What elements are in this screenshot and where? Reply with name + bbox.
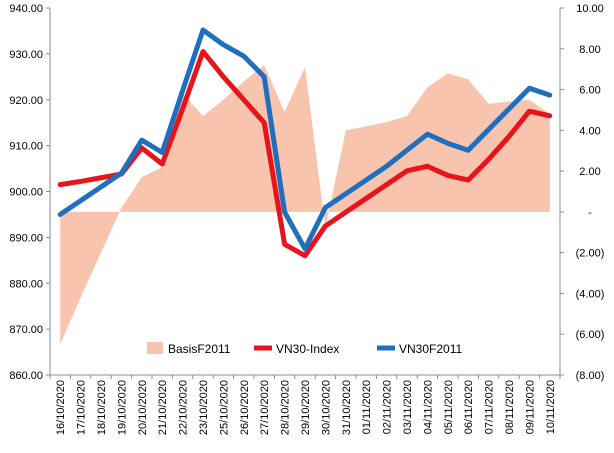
x-axis-tick-label: 17/10/2020 <box>76 380 88 435</box>
left-axis-tick-label: 930.00 <box>9 49 43 61</box>
legend-label-vn30-index: VN30-Index <box>276 342 339 356</box>
left-axis-tick-label: 890.00 <box>9 232 43 244</box>
x-axis-tick-label: 29/10/2020 <box>300 380 312 435</box>
x-axis-tick-label: 07/11/2020 <box>484 380 496 434</box>
left-axis-tick-label: 940.00 <box>9 3 43 15</box>
x-axis-tick-label: 09/11/2020 <box>524 380 536 434</box>
x-axis-tick-label: 06/11/2020 <box>463 380 475 434</box>
legend-label-vn30f2011: VN30F2011 <box>399 342 462 356</box>
right-axis-tick-label: 10.00 <box>576 3 604 15</box>
plot-area <box>57 27 553 345</box>
right-axis-tick-label: (4.00) <box>576 288 605 300</box>
left-axis-tick-label: 900.00 <box>9 187 43 199</box>
x-axis-tick-label: 02/11/2020 <box>382 380 394 434</box>
right-axis-tick-label: 2.00 <box>579 166 600 178</box>
right-axis-tick-label: 4.00 <box>579 125 600 137</box>
right-axis-tick-label: 6.00 <box>579 85 600 97</box>
left-axis-tick-label: 920.00 <box>9 95 43 107</box>
x-axis-tick-label: 26/10/2020 <box>239 380 251 435</box>
x-axis-tick-label: 18/10/2020 <box>96 380 108 435</box>
left-axis-tick-label: 870.00 <box>9 324 43 336</box>
left-axis-tick-label: 910.00 <box>9 141 43 153</box>
x-axis-tick-label: 22/10/2020 <box>178 380 190 435</box>
left-axis-tick-label: 860.00 <box>9 370 43 382</box>
right-axis: (8.00) (6.00) (4.00) (2.00) - 2.00 4.00 6.00 8.0… <box>559 3 605 382</box>
left-axis: 860.00 870.00 880.00 890.00 900.00 910.00 920.… <box>9 3 51 382</box>
x-axis-tick-label: 20/10/2020 <box>137 380 149 435</box>
x-axis-tick-label: 05/11/2020 <box>443 380 455 434</box>
x-axis-tick-label: 01/11/2020 <box>361 380 373 434</box>
right-axis-tick-label: (2.00) <box>576 248 605 260</box>
legend-label-basisf2011: BasisF2011 <box>168 342 231 356</box>
x-axis-tick-label: 10/11/2020 <box>545 380 557 434</box>
x-axis-tick-label: 08/11/2020 <box>504 380 516 434</box>
right-axis-tick-label: - <box>588 207 592 219</box>
left-axis-tick-label: 880.00 <box>9 278 43 290</box>
x-axis-tick-label: 30/10/2020 <box>320 380 332 435</box>
x-axis-tick-label: 03/11/2020 <box>402 380 414 434</box>
legend-swatch-basisf2011 <box>147 342 163 354</box>
right-axis-tick-label: (8.00) <box>576 370 605 382</box>
x-axis-tick-label: 19/10/2020 <box>116 380 128 435</box>
x-axis: 16/10/2020 17/10/2020 18/10/2020 19/10/2020… <box>49 374 561 435</box>
x-axis-tick-label: 21/10/2020 <box>157 380 169 435</box>
right-axis-tick-label: (6.00) <box>576 329 605 341</box>
legend: BasisF2011 VN30-Index VN30F2011 <box>147 342 462 356</box>
right-axis-tick-label: 8.00 <box>579 44 600 56</box>
x-axis-tick-label: 27/10/2020 <box>259 380 271 435</box>
x-axis-tick-label: 25/10/2020 <box>218 380 230 435</box>
x-axis-tick-label: 28/10/2020 <box>280 380 292 435</box>
x-axis-tick-label: 04/11/2020 <box>422 380 434 434</box>
x-axis-tick-label: 31/10/2020 <box>341 380 353 435</box>
x-axis-tick-label: 16/10/2020 <box>55 380 67 435</box>
x-axis-tick-label: 23/10/2020 <box>198 380 210 435</box>
